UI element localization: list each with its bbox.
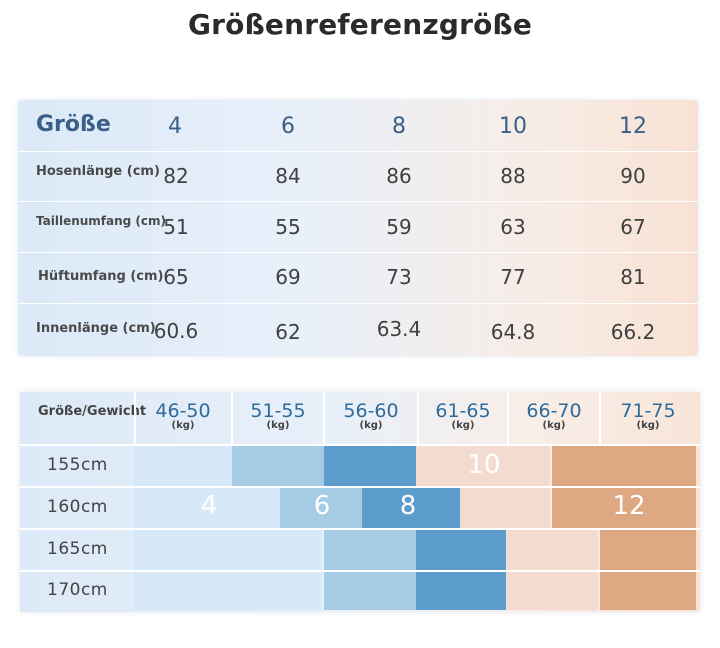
column-divider xyxy=(507,392,509,444)
size-header-6: 6 xyxy=(281,114,295,139)
weight-unit-label: (kg) xyxy=(636,420,660,431)
table-cell: 55 xyxy=(275,215,301,239)
size-12-block xyxy=(600,530,696,570)
size-10-block xyxy=(506,530,598,570)
size-label-4: 4 xyxy=(200,491,218,521)
size-10-block xyxy=(506,572,598,610)
table-cell: 77 xyxy=(500,265,526,289)
size-label-10: 10 xyxy=(467,450,501,480)
row-divider xyxy=(20,486,700,488)
table-cell: 59 xyxy=(386,215,412,239)
table-cell: 86 xyxy=(386,164,412,188)
table-cell: 63.4 xyxy=(376,317,422,341)
column-divider xyxy=(417,392,419,444)
height-label-160: 160cm xyxy=(47,497,108,517)
size-measurement-table: Größe 4 6 8 10 12 Hosenlänge (cm) 82 84 … xyxy=(18,100,698,356)
size-6-block xyxy=(232,446,324,486)
row-label-hueftumfang: Hüftumfang (cm) xyxy=(38,269,164,284)
size-10-block xyxy=(460,488,550,528)
weight-range-label: 46-50 xyxy=(155,400,211,422)
table-cell: 69 xyxy=(275,265,301,289)
table-cell: 60.6 xyxy=(153,319,199,343)
row-label-hosenlaenge: Hosenlänge (cm) xyxy=(36,164,160,179)
table-cell: 81 xyxy=(620,265,646,289)
weight-column-header: 61-65 (kg) xyxy=(418,392,508,444)
size-8-block xyxy=(416,530,506,570)
size-8-block xyxy=(362,488,460,528)
table-cell: 64.8 xyxy=(490,320,536,344)
size-10-block xyxy=(416,446,550,486)
weight-column-header: 71-75 (kg) xyxy=(600,392,696,444)
weight-range-label: 51-55 xyxy=(250,400,306,422)
table-cell: 65 xyxy=(163,265,189,289)
table-cell: 90 xyxy=(620,164,646,188)
table-row: Hüftumfang (cm) 65 69 73 77 81 xyxy=(18,252,698,304)
table-cell: 73 xyxy=(386,265,412,289)
row-divider xyxy=(20,444,700,446)
size-header-4: 4 xyxy=(168,114,182,139)
table-cell: 62 xyxy=(275,320,301,344)
row-divider xyxy=(20,570,700,572)
row-label-innenlaenge: Innenlänge (cm) xyxy=(36,321,156,336)
size-4-block xyxy=(134,488,280,528)
size-header-8: 8 xyxy=(392,114,406,139)
table-cell: 63 xyxy=(500,215,526,239)
size-header-12: 12 xyxy=(619,114,647,139)
weight-unit-label: (kg) xyxy=(266,420,290,431)
weight-range-label: 66-70 xyxy=(526,400,582,422)
column-divider xyxy=(599,392,601,444)
column-divider xyxy=(231,392,233,444)
table-cell: 67 xyxy=(620,215,646,239)
size-12-block xyxy=(552,488,696,528)
table-header-row: Größe 4 6 8 10 12 xyxy=(18,100,698,152)
size-label-6: 6 xyxy=(313,491,331,521)
table-cell: 84 xyxy=(275,164,301,188)
weight-unit-label: (kg) xyxy=(451,420,475,431)
table-row: Taillenumfang (cm) 51 55 59 63 67 xyxy=(18,201,698,253)
size-4-block xyxy=(134,572,322,610)
weight-range-label: 71-75 xyxy=(620,400,676,422)
height-label-155: 155cm xyxy=(47,455,108,475)
table-cell: 88 xyxy=(500,164,526,188)
table-cell: 82 xyxy=(163,164,189,188)
table-row: Hosenlänge (cm) 82 84 86 88 90 xyxy=(18,151,698,202)
size-header-label: Größe xyxy=(36,112,111,137)
size-4-block xyxy=(134,530,322,570)
weight-column-header: 51-55 (kg) xyxy=(232,392,324,444)
weight-column-header: 56-60 (kg) xyxy=(324,392,418,444)
size-12-block xyxy=(600,572,696,610)
size-weight-corner-label: Größe/Gewicht xyxy=(38,404,147,419)
height-label-170: 170cm xyxy=(47,580,108,600)
size-12-block xyxy=(552,446,696,486)
table-cell: 51 xyxy=(163,215,189,239)
page-title: Größenreferenzgröße xyxy=(187,8,533,41)
table-row: Innenlänge (cm) 60.6 62 63.4 64.8 66.2 xyxy=(18,303,698,356)
weight-range-label: 61-65 xyxy=(435,400,491,422)
weight-column-header: 66-70 (kg) xyxy=(508,392,600,444)
size-header-10: 10 xyxy=(499,114,527,139)
size-8-block xyxy=(416,572,506,610)
size-4-block xyxy=(134,446,232,486)
height-label-165: 165cm xyxy=(47,539,108,559)
size-weight-chart: Größe/Gewicht 46-50 (kg) 51-55 (kg) 56-6… xyxy=(20,392,700,612)
size-label-12: 12 xyxy=(612,491,646,521)
column-divider xyxy=(134,392,136,444)
size-6-block xyxy=(280,488,362,528)
weight-unit-label: (kg) xyxy=(359,420,383,431)
row-label-taillenumfang: Taillenumfang (cm) xyxy=(36,214,167,228)
weight-range-label: 56-60 xyxy=(343,400,399,422)
size-6-block xyxy=(324,572,416,610)
weight-column-header: 46-50 (kg) xyxy=(134,392,232,444)
weight-unit-label: (kg) xyxy=(171,420,195,431)
size-label-8: 8 xyxy=(399,491,417,521)
row-divider xyxy=(20,528,700,530)
size-8-block xyxy=(324,446,416,486)
weight-unit-label: (kg) xyxy=(542,420,566,431)
size-6-block xyxy=(324,530,416,570)
table-cell: 66.2 xyxy=(610,320,656,344)
column-divider xyxy=(323,392,325,444)
